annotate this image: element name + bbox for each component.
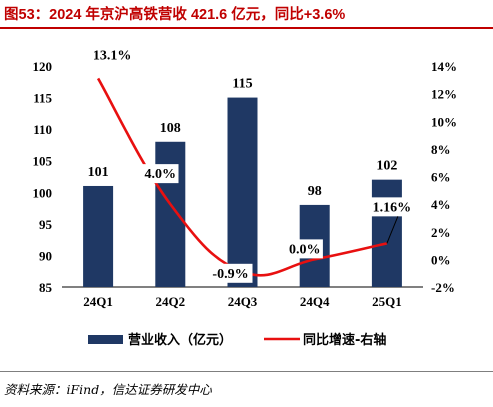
y-left-tick: 100 (33, 185, 53, 200)
y-left-tick: 110 (33, 122, 52, 137)
bar-24Q1 (83, 185, 114, 287)
line-label-box-24Q4 (286, 239, 323, 259)
y-right-tick: 12% (431, 87, 457, 102)
bar-24Q2 (155, 141, 186, 287)
line-label-25Q1: 1.16% (373, 200, 412, 215)
bar-label-24Q2: 108 (160, 121, 181, 136)
legend-bar-swatch (88, 335, 123, 344)
legend-line-label: 同比增速-右轴 (303, 332, 386, 348)
x-tick-24Q1: 24Q1 (83, 294, 113, 309)
line-label-24Q2: 4.0% (145, 167, 177, 182)
line-label-24Q3: -0.9% (212, 267, 248, 282)
line-label-box-25Q1 (369, 197, 414, 217)
line-label-box-24Q1 (90, 45, 135, 65)
y-left-tick: 115 (33, 91, 52, 106)
y-right-tick: 0% (431, 252, 451, 267)
bar-24Q3 (227, 97, 258, 287)
bar-label-24Q4: 98 (308, 184, 322, 199)
figure-title: 图53：2024 年京沪高铁营收 421.6 亿元，同比+3.6% (4, 7, 346, 23)
y-right-tick: 10% (431, 114, 457, 129)
y-right-tick: 14% (431, 59, 457, 74)
y-left-tick: 85 (39, 280, 53, 295)
y-left-tick: 105 (33, 154, 53, 169)
y-left-tick: 95 (39, 217, 53, 232)
legend-bar-label: 营业收入（亿元） (128, 332, 232, 348)
line-label-box-24Q2 (142, 164, 179, 184)
line-label-leader (386, 216, 399, 244)
y-right-tick: 8% (431, 142, 451, 157)
source-note: 资料来源：iFind，信达证券研发中心 (4, 382, 212, 397)
y-left-tick: 90 (39, 248, 52, 263)
y-right-tick: -2% (431, 280, 455, 295)
x-tick-24Q3: 24Q3 (228, 294, 258, 309)
line-label-box-24Q3 (208, 263, 253, 283)
x-tick-24Q2: 24Q2 (155, 294, 185, 309)
bar-25Q1 (371, 179, 402, 287)
y-right-tick: 6% (431, 170, 451, 185)
x-tick-24Q4: 24Q4 (300, 294, 330, 309)
bar-label-25Q1: 102 (376, 159, 397, 174)
chart: 101 108 115 98 102 13.1% 4.0% -0.9% 0.0% 1.16% 85… (32, 45, 457, 348)
source-divider (0, 371, 493, 372)
title-divider (0, 27, 493, 29)
x-tick-25Q1: 25Q1 (372, 294, 402, 309)
line-label-24Q4: 0.0% (289, 242, 321, 257)
line-label-24Q1: 13.1% (93, 48, 132, 63)
y-right-tick: 4% (431, 197, 451, 212)
bar-label-24Q1: 101 (88, 165, 109, 180)
y-right-tick: 2% (431, 225, 451, 240)
y-left-tick: 120 (33, 59, 53, 74)
bar-label-24Q3: 115 (232, 77, 252, 92)
